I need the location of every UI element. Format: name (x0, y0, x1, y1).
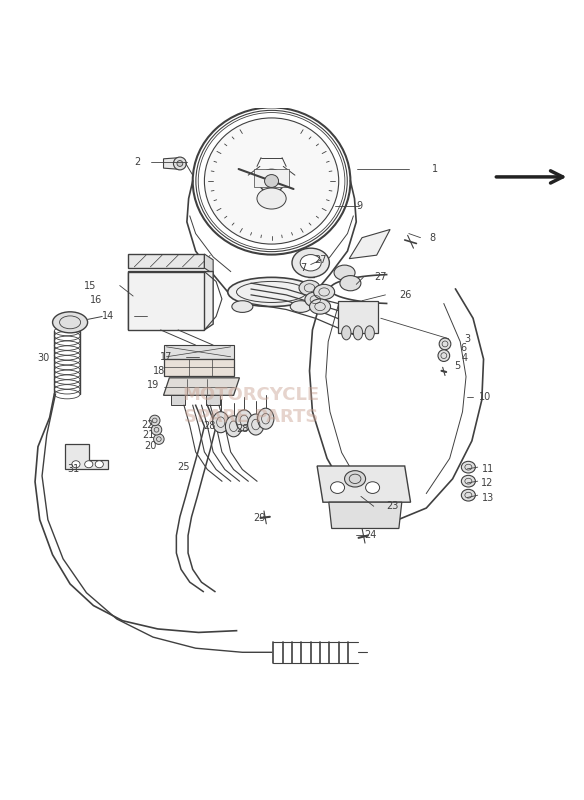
Ellipse shape (248, 414, 264, 435)
Text: 31: 31 (67, 464, 79, 474)
Text: 28: 28 (236, 424, 249, 434)
Polygon shape (128, 271, 204, 330)
Text: 26: 26 (399, 290, 412, 300)
Ellipse shape (232, 301, 253, 313)
Ellipse shape (461, 462, 475, 473)
Ellipse shape (461, 475, 475, 487)
Ellipse shape (331, 482, 345, 494)
Polygon shape (164, 158, 180, 170)
Text: 14: 14 (102, 311, 114, 321)
Text: 27: 27 (314, 255, 326, 265)
Polygon shape (349, 230, 390, 258)
Polygon shape (164, 358, 234, 376)
Ellipse shape (151, 425, 162, 435)
Text: 1: 1 (432, 164, 438, 174)
Ellipse shape (259, 170, 284, 193)
Ellipse shape (53, 312, 88, 333)
Ellipse shape (225, 416, 242, 437)
Text: 17: 17 (160, 352, 173, 362)
Text: 18: 18 (153, 366, 165, 376)
Text: 15: 15 (84, 281, 97, 290)
Ellipse shape (265, 174, 279, 187)
Ellipse shape (150, 415, 160, 426)
Text: 9: 9 (356, 201, 362, 211)
Polygon shape (128, 254, 204, 268)
Text: 25: 25 (178, 462, 190, 472)
Ellipse shape (366, 482, 380, 494)
Text: 5: 5 (454, 361, 460, 371)
Ellipse shape (334, 265, 355, 280)
Polygon shape (204, 254, 213, 274)
Text: 24: 24 (364, 530, 377, 541)
Ellipse shape (439, 338, 451, 350)
Ellipse shape (204, 118, 339, 244)
Polygon shape (317, 466, 411, 502)
Ellipse shape (305, 292, 326, 307)
Text: 22: 22 (141, 419, 154, 430)
Ellipse shape (314, 284, 335, 299)
Text: 30: 30 (38, 353, 50, 363)
Text: 16: 16 (91, 294, 102, 305)
Ellipse shape (236, 410, 252, 431)
Ellipse shape (290, 301, 311, 313)
Ellipse shape (177, 161, 183, 166)
Text: 13: 13 (482, 493, 493, 502)
Text: 10: 10 (479, 392, 491, 402)
Polygon shape (254, 170, 289, 187)
Polygon shape (338, 301, 378, 333)
Ellipse shape (173, 157, 186, 170)
Ellipse shape (85, 461, 93, 468)
Text: 11: 11 (482, 464, 493, 474)
Ellipse shape (345, 470, 366, 487)
Text: 2: 2 (134, 157, 140, 166)
Text: 7: 7 (301, 263, 307, 273)
Ellipse shape (154, 434, 164, 444)
Ellipse shape (300, 254, 321, 271)
Ellipse shape (257, 188, 286, 209)
Ellipse shape (340, 276, 361, 290)
Text: MOTORCYCLE
SPARE PARTS: MOTORCYCLE SPARE PARTS (183, 386, 319, 426)
Text: 3: 3 (464, 334, 470, 344)
Ellipse shape (365, 326, 374, 340)
Ellipse shape (461, 490, 475, 501)
Text: 20: 20 (144, 441, 157, 451)
Polygon shape (164, 345, 234, 358)
Polygon shape (164, 378, 239, 395)
Polygon shape (329, 502, 402, 529)
Ellipse shape (95, 461, 103, 468)
Text: 6: 6 (460, 343, 466, 353)
Polygon shape (65, 444, 108, 469)
Ellipse shape (310, 299, 331, 314)
Text: 19: 19 (147, 380, 159, 390)
Ellipse shape (353, 326, 363, 340)
Ellipse shape (292, 248, 329, 278)
Ellipse shape (213, 412, 229, 433)
Text: 27: 27 (374, 272, 387, 282)
Ellipse shape (72, 461, 80, 468)
Ellipse shape (438, 350, 450, 362)
Ellipse shape (342, 326, 351, 340)
Ellipse shape (258, 408, 274, 429)
Polygon shape (130, 271, 212, 278)
Polygon shape (171, 395, 185, 406)
Text: 21: 21 (142, 430, 155, 440)
Text: 29: 29 (253, 513, 266, 523)
Text: 23: 23 (386, 502, 399, 511)
Ellipse shape (299, 280, 320, 295)
Polygon shape (128, 271, 213, 330)
Ellipse shape (228, 278, 315, 306)
Text: 8: 8 (429, 233, 435, 242)
Text: 12: 12 (481, 478, 494, 488)
Text: 4: 4 (461, 353, 467, 363)
Polygon shape (206, 395, 220, 406)
Text: 28: 28 (203, 421, 215, 430)
